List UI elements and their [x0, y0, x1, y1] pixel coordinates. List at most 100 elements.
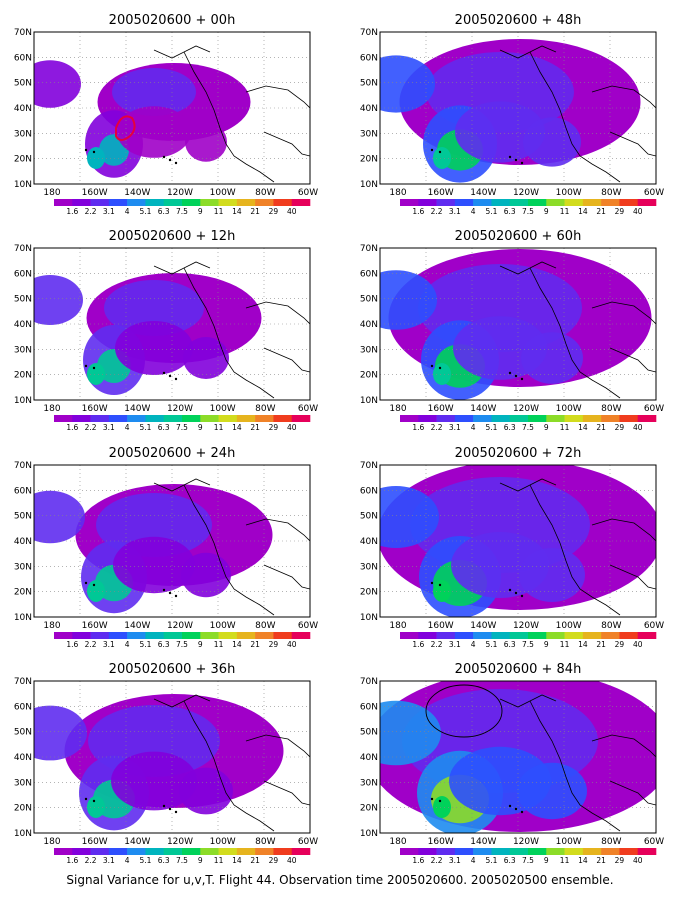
colorbar-swatch	[273, 632, 293, 639]
lon-tick-label: 60W	[298, 837, 318, 847]
lon-tick-label: 140W	[124, 837, 150, 847]
colorbar-swatch	[218, 848, 238, 855]
colorbar-label: 2.2	[85, 207, 97, 216]
variance-region	[34, 60, 81, 108]
coastline	[245, 301, 310, 325]
lon-tick-label: 100W	[210, 404, 236, 414]
lon-tick-label: 120W	[513, 404, 539, 414]
colorbar-label: 14	[578, 423, 588, 432]
colorbar-swatch	[546, 199, 565, 206]
island	[508, 371, 512, 375]
lon-tick-label: 120W	[167, 404, 193, 414]
colorbar-label: 40	[633, 640, 643, 649]
panel-title: 2005020600 + 84h	[455, 662, 582, 677]
colorbar-swatch	[72, 199, 91, 206]
colorbar-swatch	[473, 632, 492, 639]
colorbar-swatch	[291, 632, 311, 639]
colorbar-swatch	[236, 632, 256, 639]
colorbar-swatch	[582, 848, 602, 855]
colorbar-label: 7.5	[522, 640, 534, 649]
colorbar-label: 40	[633, 856, 643, 865]
island	[174, 594, 178, 598]
island	[92, 583, 96, 587]
colorbar-swatch	[546, 632, 565, 639]
lat-tick-label: 60N	[360, 269, 378, 279]
colorbar-swatch	[127, 415, 146, 422]
colorbar-swatch	[90, 199, 110, 206]
island	[520, 161, 524, 165]
coastline	[499, 478, 557, 492]
island	[430, 148, 434, 152]
colorbar-label: 21	[250, 856, 260, 865]
colorbar-label: 4	[471, 423, 476, 432]
coastline	[591, 518, 656, 542]
colorbar-label: 2.2	[85, 640, 97, 649]
colorbar-label: 11	[560, 423, 570, 432]
colorbar-swatch	[200, 415, 219, 422]
colorbar-label: 6.3	[504, 856, 516, 865]
colorbar-swatch	[546, 415, 565, 422]
colorbar-label: 1.6	[66, 423, 78, 432]
colorbar-swatch	[400, 199, 419, 206]
lon-tick-label: 60W	[644, 188, 664, 198]
coastline	[263, 131, 310, 157]
map-panel-12h: 2005020600 + 12h 70N 60N 50N 40N 30N 20N 10N 180…	[14, 229, 318, 432]
lat-tick-label: 60N	[360, 702, 378, 712]
island	[438, 799, 442, 803]
variance-region	[115, 321, 193, 375]
colorbar-swatch	[528, 632, 547, 639]
colorbar-swatch	[182, 632, 201, 639]
lon-tick-label: 180	[43, 837, 60, 847]
lat-tick-label: 40N	[360, 320, 378, 330]
lon-tick-label: 180	[43, 621, 60, 631]
island	[514, 807, 518, 811]
lat-tick-label: 70N	[360, 461, 378, 471]
colorbar-swatch	[601, 848, 620, 855]
variance-region	[455, 101, 545, 163]
coastline	[183, 51, 275, 183]
lat-tick-label: 50N	[14, 728, 32, 738]
panel-title: 2005020600 + 00h	[109, 13, 236, 28]
island	[168, 158, 172, 162]
colorbar-swatch	[454, 848, 474, 855]
island	[438, 150, 442, 154]
colorbar-swatch	[491, 415, 511, 422]
colorbar-label: 5.1	[139, 423, 151, 432]
island	[508, 588, 512, 592]
island	[520, 594, 524, 598]
lon-tick-label: 100W	[556, 837, 582, 847]
lon-tick-label: 80W	[601, 621, 621, 631]
lon-tick-label: 100W	[210, 621, 236, 631]
coastline	[263, 780, 310, 806]
colorbar-swatch	[255, 848, 274, 855]
colorbar-swatch	[72, 848, 91, 855]
lon-tick-label: 140W	[470, 188, 496, 198]
lat-tick-label: 20N	[14, 588, 32, 598]
colorbar-swatch	[291, 199, 311, 206]
map-panel-60h: 2005020600 + 60h 70N 60N 50N 40N 30N 20N 10N 180…	[360, 229, 664, 432]
colorbar-label: 9	[544, 856, 549, 865]
lat-tick-label: 10N	[14, 829, 32, 839]
lon-tick-label: 80W	[255, 837, 275, 847]
colorbar-label: 14	[232, 207, 242, 216]
lon-tick-label: 80W	[255, 188, 275, 198]
lon-tick-label: 60W	[298, 188, 318, 198]
map-frame	[33, 680, 311, 834]
colorbar-label: 9	[198, 207, 203, 216]
lon-tick-label: 140W	[124, 621, 150, 631]
map-panel-72h: 2005020600 + 72h 70N 60N 50N 40N 30N 20N 10N 180…	[360, 446, 664, 649]
colorbar-label: 11	[560, 207, 570, 216]
lon-tick-label: 120W	[513, 837, 539, 847]
coastline	[529, 51, 621, 183]
colorbar-swatch	[454, 199, 474, 206]
colorbar-swatch	[418, 415, 437, 422]
variance-field	[34, 694, 284, 831]
colorbar-label: 9	[198, 856, 203, 865]
coastline	[183, 267, 275, 399]
colorbar-label: 11	[214, 856, 224, 865]
colorbar-label: 4	[125, 207, 130, 216]
colorbar-swatch	[255, 632, 274, 639]
colorbar-swatch	[582, 632, 602, 639]
variance-region	[111, 751, 197, 811]
variance-region	[104, 280, 204, 336]
